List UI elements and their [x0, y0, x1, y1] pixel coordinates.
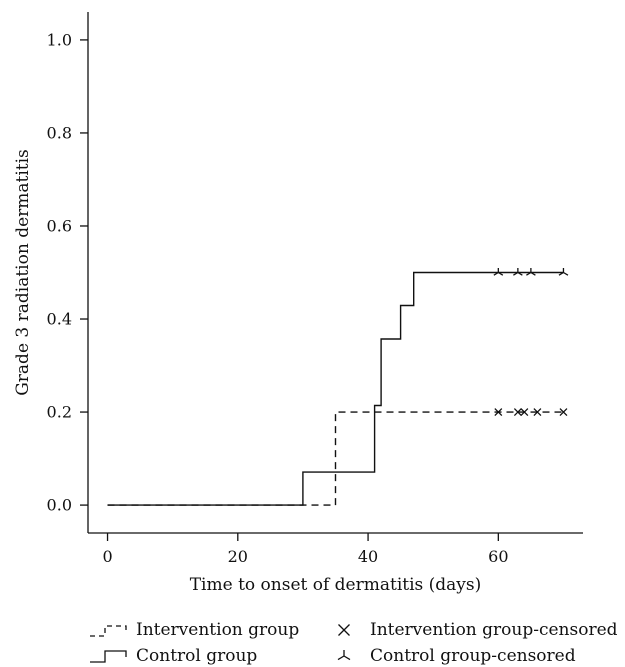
intervention-censor-mark [559, 408, 568, 417]
legend: Intervention group Control group Intervent… [90, 620, 618, 666]
y-tick-label: 0.8 [47, 123, 72, 142]
legend-control-label: Control group [136, 646, 257, 666]
intervention-series [107, 408, 568, 506]
control-censor-mark [526, 268, 536, 276]
x-tick-label: 0 [102, 547, 112, 566]
legend-intervention-censor-icon [338, 624, 350, 636]
control-censor-mark [558, 268, 569, 276]
intervention-censor-mark [520, 408, 529, 417]
y-tick-label: 0.6 [47, 216, 72, 235]
intervention-censor-mark [513, 408, 522, 417]
intervention-censor-mark [533, 408, 542, 417]
y-tick-label: 1.0 [47, 30, 72, 49]
x-tick-label: 60 [488, 547, 508, 566]
legend-intervention-censored-label: Intervention group-censored [370, 620, 618, 640]
y-tick-label: 0.0 [47, 496, 72, 515]
y-tick-label: 0.2 [47, 403, 72, 422]
legend-control-censor-icon [337, 650, 351, 661]
control-censor-mark [513, 268, 523, 276]
intervention-step-line [107, 411, 564, 506]
control-step-line [107, 271, 564, 506]
legend-control-censored-label: Control group-censored [370, 646, 576, 666]
intervention-censor-mark [494, 408, 503, 417]
control-series [107, 268, 569, 506]
x-tick-label: 40 [358, 547, 378, 566]
control-censor-mark [493, 268, 504, 276]
legend-intervention-swatch [90, 625, 127, 637]
y-axis-title: Grade 3 radiation dermatitis [13, 149, 33, 396]
plot-area [107, 268, 569, 506]
legend-control-swatch [90, 650, 127, 663]
x-tick-label: 20 [228, 547, 248, 566]
axes: 0.0 0.2 0.4 0.6 0.8 1.0 0 20 40 60 [47, 12, 583, 566]
legend-intervention-label: Intervention group [136, 620, 299, 640]
y-tick-label: 0.4 [47, 310, 72, 329]
x-axis-title: Time to onset of dermatitis (days) [190, 575, 482, 595]
